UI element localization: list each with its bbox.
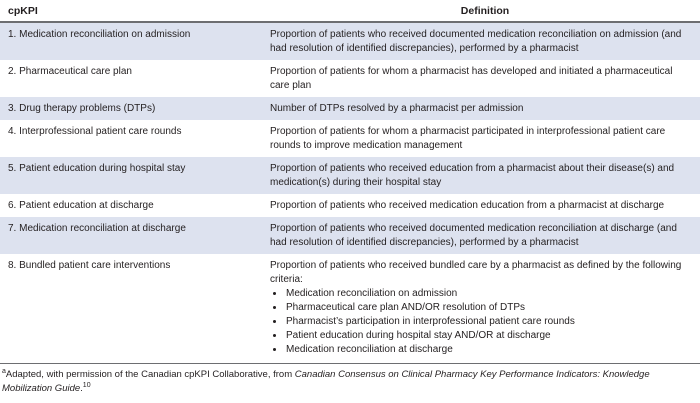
definition-cell: Proportion of patients who received educ…	[270, 163, 675, 188]
footnote-text: Adapted, with permission of the Canadian…	[5, 369, 295, 380]
kpi-cell: 2. Pharmaceutical care plan	[8, 66, 132, 77]
bundled-care-criteria-list: Medication reconciliation on admission P…	[270, 287, 692, 357]
table-row: 3. Drug therapy problems (DTPs) Number o…	[0, 97, 700, 120]
table-row: 5. Patient education during hospital sta…	[0, 157, 700, 194]
table-row: 8. Bundled patient care interventions Pr…	[0, 254, 700, 361]
definition-cell: Number of DTPs resolved by a pharmacist …	[270, 103, 524, 114]
definition-cell: Proportion of patients for whom a pharma…	[270, 66, 673, 91]
kpi-cell: 4. Interprofessional patient care rounds	[8, 126, 182, 137]
kpi-cell: 7. Medication reconciliation at discharg…	[8, 223, 186, 234]
kpi-cell: 1. Medication reconciliation on admissio…	[8, 29, 191, 40]
definition-cell: Proportion of patients for whom a pharma…	[270, 126, 666, 151]
criteria-item: Medication reconciliation on admission	[285, 287, 692, 301]
kpi-cell: 6. Patient education at discharge	[8, 200, 154, 211]
definition-cell: Proportion of patients who received medi…	[270, 200, 665, 211]
table-body: 1. Medication reconciliation on admissio…	[0, 23, 700, 361]
criteria-item: Pharmaceutical care plan AND/OR resoluti…	[285, 301, 692, 315]
column-header-cpkpi: cpKPI	[8, 5, 38, 17]
table-row: 4. Interprofessional patient care rounds…	[0, 120, 700, 157]
footnote-marker: a	[2, 367, 6, 375]
footnote-period: .	[80, 383, 83, 394]
footnote-divider	[0, 363, 700, 364]
criteria-item: Medication reconciliation at discharge	[285, 343, 692, 357]
criteria-item: Patient education during hospital stay A…	[285, 329, 692, 343]
definition-cell: Proportion of patients who received bund…	[270, 259, 700, 357]
kpi-cell: 8. Bundled patient care interventions	[8, 260, 171, 271]
definition-lead-text: Proportion of patients who received bund…	[270, 260, 682, 285]
definition-cell: Proportion of patients who received docu…	[270, 29, 682, 54]
table-footnote: aAdapted, with permission of the Canadia…	[0, 364, 700, 396]
table-row: 2. Pharmaceutical care plan Proportion o…	[0, 60, 700, 97]
kpi-cell: 3. Drug therapy problems (DTPs)	[8, 103, 156, 114]
table-row: 1. Medication reconciliation on admissio…	[0, 23, 700, 60]
definition-cell: Proportion of patients who received docu…	[270, 223, 677, 248]
table-header-row: cpKPI Definition	[0, 0, 700, 23]
column-header-definition: Definition	[460, 5, 510, 17]
kpi-cell: 5. Patient education during hospital sta…	[8, 163, 186, 174]
footnote-cited-title: Canadian Consensus on Clinical Pharmacy …	[2, 369, 650, 394]
criteria-item: Pharmacist’s participation in interprofe…	[285, 315, 692, 329]
table-row: 7. Medication reconciliation at discharg…	[0, 217, 700, 254]
table-row: 6. Patient education at discharge Propor…	[0, 194, 700, 217]
footnote-reference-number: 10	[82, 381, 91, 389]
